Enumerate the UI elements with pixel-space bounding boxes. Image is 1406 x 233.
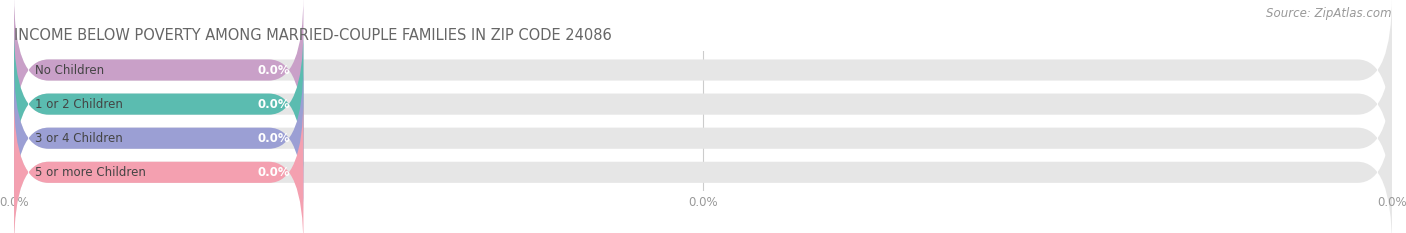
Text: 0.0%: 0.0% (257, 64, 290, 76)
Text: 3 or 4 Children: 3 or 4 Children (35, 132, 122, 145)
Text: 1 or 2 Children: 1 or 2 Children (35, 98, 122, 111)
FancyBboxPatch shape (14, 0, 304, 145)
Text: 0.0%: 0.0% (257, 98, 290, 111)
Text: Source: ZipAtlas.com: Source: ZipAtlas.com (1267, 7, 1392, 20)
FancyBboxPatch shape (14, 29, 304, 179)
FancyBboxPatch shape (14, 64, 304, 213)
Text: INCOME BELOW POVERTY AMONG MARRIED-COUPLE FAMILIES IN ZIP CODE 24086: INCOME BELOW POVERTY AMONG MARRIED-COUPL… (14, 28, 612, 43)
Text: 5 or more Children: 5 or more Children (35, 166, 146, 179)
FancyBboxPatch shape (14, 98, 1392, 233)
Text: 0.0%: 0.0% (257, 166, 290, 179)
Text: No Children: No Children (35, 64, 104, 76)
Text: 0.0%: 0.0% (257, 132, 290, 145)
FancyBboxPatch shape (14, 98, 304, 233)
FancyBboxPatch shape (14, 29, 1392, 179)
FancyBboxPatch shape (14, 0, 1392, 145)
FancyBboxPatch shape (14, 64, 1392, 213)
